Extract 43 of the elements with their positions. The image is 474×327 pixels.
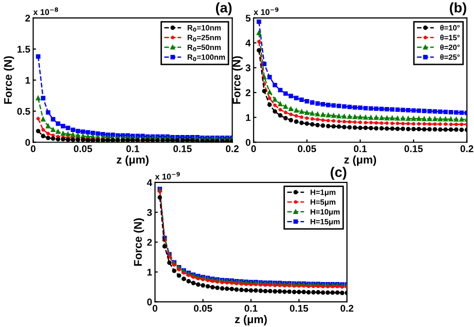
y-tick-label: 0: [246, 138, 250, 146]
x-tick-label: 0.1: [244, 304, 258, 312]
chart-title: (a): [216, 2, 232, 16]
x-tick-label: 0.05: [194, 304, 212, 312]
y-axis-title: Force (N): [4, 56, 14, 104]
chart-title: (b): [450, 2, 466, 16]
x-tick-label: 0.15: [404, 145, 423, 152]
x-tick-label: 0.1: [354, 145, 367, 152]
y-tick-label: 3: [147, 209, 152, 216]
y-tick-label: 1.5: [18, 46, 30, 53]
y-tick-label: 3: [246, 64, 250, 72]
x-tick-label: 0: [251, 145, 256, 152]
x-tick-label: 0.2: [460, 145, 474, 152]
y-tick-label: 1: [147, 268, 152, 276]
y-tick-label: 4: [246, 40, 251, 46]
x-axis-title: z (μm): [344, 155, 376, 166]
x-tick-label: 0.15: [173, 145, 192, 152]
chart-title: (c): [330, 166, 346, 180]
text: x 10$^{−9}$: [155, 172, 180, 180]
x-tick-label: 0.2: [340, 304, 354, 312]
x-tick-label: 0.1: [126, 145, 140, 152]
y-tick-label: 1: [246, 114, 251, 121]
x-axis-title: z (μm): [116, 155, 149, 166]
x-tick-label: 0.05: [74, 145, 92, 152]
y-tick-label: 0: [25, 138, 30, 146]
text: x 10$^{−9}$: [254, 7, 278, 16]
y-tick-label: 1: [26, 76, 30, 84]
x-tick-label: 0: [30, 145, 36, 152]
y-tick-label: 5: [246, 14, 251, 22]
y-tick-label: 0: [147, 298, 152, 306]
y-axis-title: Force (N): [134, 218, 144, 266]
x-tick-label: 0.15: [290, 304, 308, 312]
x-tick-label: 0: [152, 304, 158, 312]
x-axis-title: z (μm): [235, 315, 267, 326]
y-tick-label: 0.5: [17, 108, 30, 115]
x-tick-label: 0.2: [226, 145, 239, 152]
x-tick-label: 0.05: [298, 145, 316, 152]
y-tick-label: 2: [147, 238, 152, 246]
y-tick-label: 2: [25, 14, 30, 22]
y-tick-label: 2: [246, 89, 250, 96]
text: x 10$^{−8}$: [33, 7, 58, 16]
y-tick-label: 4: [146, 179, 152, 186]
y-axis-title: Force (N): [232, 56, 243, 104]
